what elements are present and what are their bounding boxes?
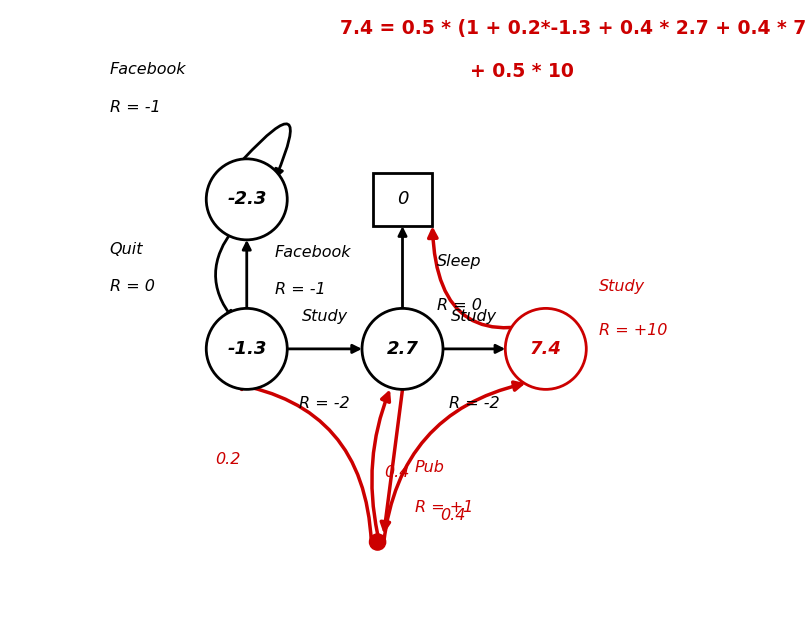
- Text: 0.4: 0.4: [384, 465, 409, 480]
- Text: + 0.5 * 10: + 0.5 * 10: [341, 62, 574, 81]
- Text: Facebook: Facebook: [109, 62, 186, 77]
- Text: Study: Study: [599, 279, 645, 294]
- Text: -1.3: -1.3: [227, 340, 266, 358]
- Text: Study: Study: [302, 309, 348, 324]
- Text: Sleep: Sleep: [437, 254, 481, 269]
- Text: R = -1: R = -1: [109, 100, 160, 115]
- Text: Pub: Pub: [415, 460, 445, 475]
- Circle shape: [506, 308, 586, 389]
- FancyArrowPatch shape: [244, 124, 291, 176]
- Text: Quit: Quit: [109, 242, 143, 257]
- Text: 0.2: 0.2: [216, 452, 241, 467]
- Bar: [373, 173, 432, 226]
- FancyArrowPatch shape: [429, 230, 566, 328]
- Text: -2.3: -2.3: [227, 191, 266, 208]
- Text: R = -1: R = -1: [275, 282, 325, 297]
- Text: 0.4: 0.4: [440, 508, 465, 523]
- Text: R = +10: R = +10: [599, 323, 667, 338]
- Text: R = 0: R = 0: [109, 279, 155, 294]
- Text: Facebook: Facebook: [275, 245, 351, 260]
- Circle shape: [206, 308, 287, 389]
- Text: R = -2: R = -2: [449, 396, 499, 411]
- Text: R = 0: R = 0: [437, 298, 481, 313]
- Circle shape: [206, 159, 287, 240]
- Text: R = +1: R = +1: [415, 500, 473, 515]
- Circle shape: [369, 534, 386, 550]
- Text: R = -2: R = -2: [299, 396, 350, 411]
- Text: 7.4: 7.4: [530, 340, 562, 358]
- Text: 7.4 = 0.5 * (1 + 0.2*-1.3 + 0.4 * 2.7 + 0.4 * 7.4): 7.4 = 0.5 * (1 + 0.2*-1.3 + 0.4 * 2.7 + …: [341, 19, 805, 37]
- Text: Study: Study: [451, 309, 497, 324]
- Text: 0: 0: [397, 191, 408, 208]
- Circle shape: [362, 308, 443, 389]
- Text: 2.7: 2.7: [386, 340, 419, 358]
